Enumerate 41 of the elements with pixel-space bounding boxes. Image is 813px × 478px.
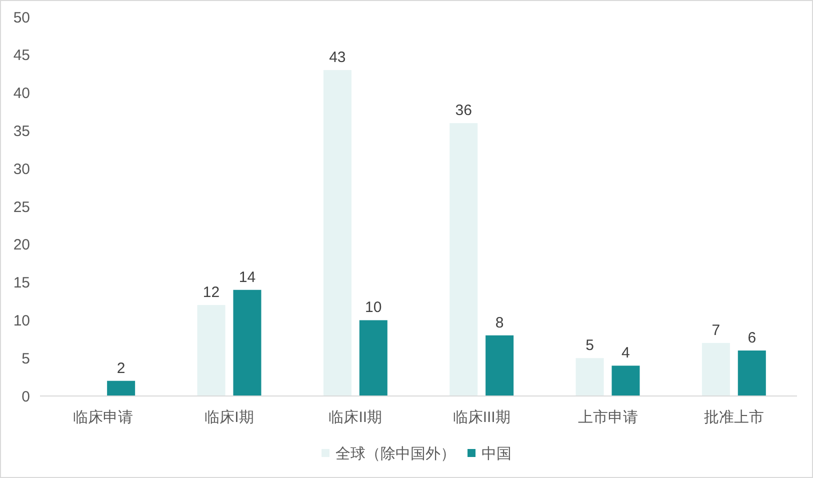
data-label: 7 xyxy=(712,322,720,339)
bar xyxy=(738,350,766,396)
y-tick-label: 5 xyxy=(22,350,30,368)
bar xyxy=(486,335,514,396)
legend-label: 中国 xyxy=(482,445,512,462)
data-label: 5 xyxy=(586,337,594,354)
y-tick-label: 25 xyxy=(13,198,30,216)
x-tick-label: 临床申请 xyxy=(73,409,134,426)
bar xyxy=(450,123,478,396)
y-tick-label: 40 xyxy=(13,85,30,102)
data-label: 10 xyxy=(365,299,382,316)
bar xyxy=(612,366,640,396)
x-tick-label: 批准上市 xyxy=(704,409,764,426)
y-tick-label: 15 xyxy=(13,274,30,292)
data-label: 36 xyxy=(455,102,472,120)
bar xyxy=(702,342,730,396)
x-tick-label: 临床II期 xyxy=(328,409,382,426)
y-tick-label: 50 xyxy=(13,9,30,26)
bar xyxy=(233,290,262,396)
legend-label: 全球（除中国外） xyxy=(336,445,456,462)
data-label: 43 xyxy=(329,49,346,66)
bar xyxy=(323,70,352,396)
y-tick-label: 10 xyxy=(13,312,30,330)
y-tick-label: 20 xyxy=(13,236,30,254)
bar xyxy=(107,380,136,396)
data-label: 8 xyxy=(495,314,504,332)
y-tick-label: 45 xyxy=(13,47,30,64)
x-tick-label: 临床III期 xyxy=(452,409,510,426)
data-label: 2 xyxy=(116,360,126,377)
data-label: 14 xyxy=(238,268,256,286)
data-label: 4 xyxy=(622,344,630,362)
y-tick-label: 30 xyxy=(13,160,30,178)
data-label: 6 xyxy=(748,330,756,347)
data-label: 12 xyxy=(202,284,220,302)
bar xyxy=(576,358,604,396)
x-tick-label: 临床I期 xyxy=(204,409,254,426)
bar xyxy=(197,305,226,396)
y-tick-label: 0 xyxy=(22,388,30,406)
x-tick-label: 上市申请 xyxy=(578,409,638,426)
bar xyxy=(359,320,388,396)
y-tick-label: 35 xyxy=(13,122,30,140)
